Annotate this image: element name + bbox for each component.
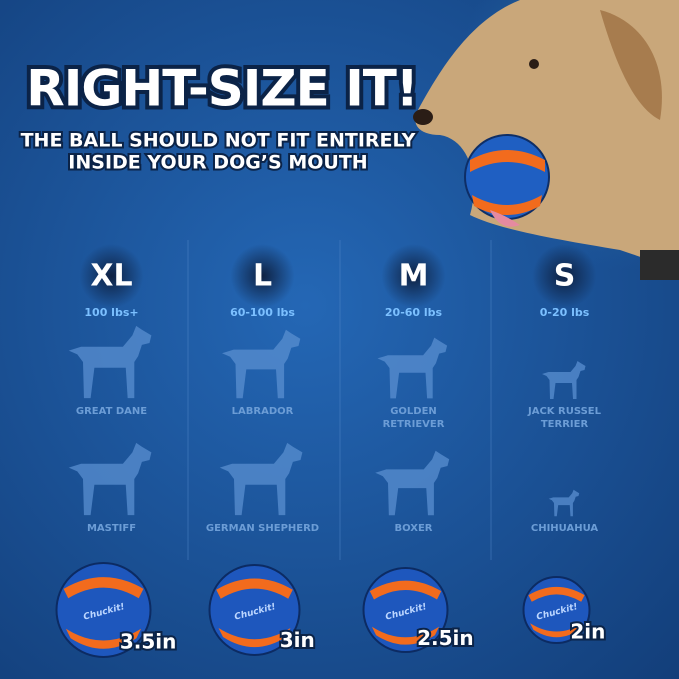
size-glow [532, 244, 597, 308]
dog-silhouette [68, 442, 152, 516]
ball-size-label: 3in [280, 628, 315, 652]
ball: Chuckit! [362, 567, 449, 653]
ball-size-label: 2.5in [417, 626, 474, 650]
ball-stripe [216, 578, 293, 599]
size-label: L [253, 259, 272, 294]
size-glow [381, 244, 446, 308]
dog-photo [413, 0, 679, 280]
dog-silhouette [375, 450, 450, 516]
ball-stripe [371, 626, 440, 645]
breed-label: GREAT DANE [76, 406, 147, 417]
size-label: XL [90, 259, 132, 294]
size-glow [230, 244, 295, 308]
dog-silhouette [219, 442, 303, 516]
ball-stripe [63, 577, 144, 599]
breed-label: LABRADOR [232, 406, 294, 417]
weight-label: 100 lbs+ [84, 306, 138, 319]
breed-label: CHIHUAHUA [531, 523, 599, 534]
breed-label: RETRIEVER [383, 419, 445, 430]
breed-label: BOXER [394, 523, 432, 534]
title: RIGHT-SIZE IT! [26, 60, 417, 118]
size-label: M [399, 259, 429, 294]
size-glow [79, 244, 144, 308]
ball-stripe [530, 623, 583, 638]
ball: Chuckit! [208, 564, 301, 656]
subtitle: THE BALL SHOULD NOT FIT ENTIRELY [21, 130, 416, 152]
dog-silhouette [222, 329, 301, 399]
ball-size-label: 3.5in [120, 629, 177, 653]
dog-silhouette [68, 325, 152, 399]
breed-label: GERMAN SHEPHERD [206, 523, 319, 534]
weight-label: 60-100 lbs [230, 306, 295, 319]
ball-stripe [528, 586, 585, 602]
ball: Chuckit! [522, 576, 591, 644]
dog-silhouette [548, 489, 580, 517]
subtitle: INSIDE YOUR DOG’S MOUTH [68, 152, 367, 174]
ball-stripe [218, 628, 291, 648]
dog-silhouette [542, 361, 586, 399]
breed-label: JACK RUSSEL [527, 406, 602, 417]
ball-size-label: 2in [570, 620, 605, 644]
size-label: S [554, 259, 576, 294]
ball: Chuckit! [55, 562, 152, 658]
ball-stripe [65, 628, 142, 649]
breed-label: GOLDEN [390, 406, 437, 417]
weight-label: 20-60 lbs [385, 306, 443, 319]
dog-silhouette [377, 337, 448, 399]
breed-label: TERRIER [541, 419, 589, 430]
ball-stripe [369, 580, 442, 600]
breed-label: MASTIFF [87, 523, 136, 534]
weight-label: 0-20 lbs [540, 306, 590, 319]
